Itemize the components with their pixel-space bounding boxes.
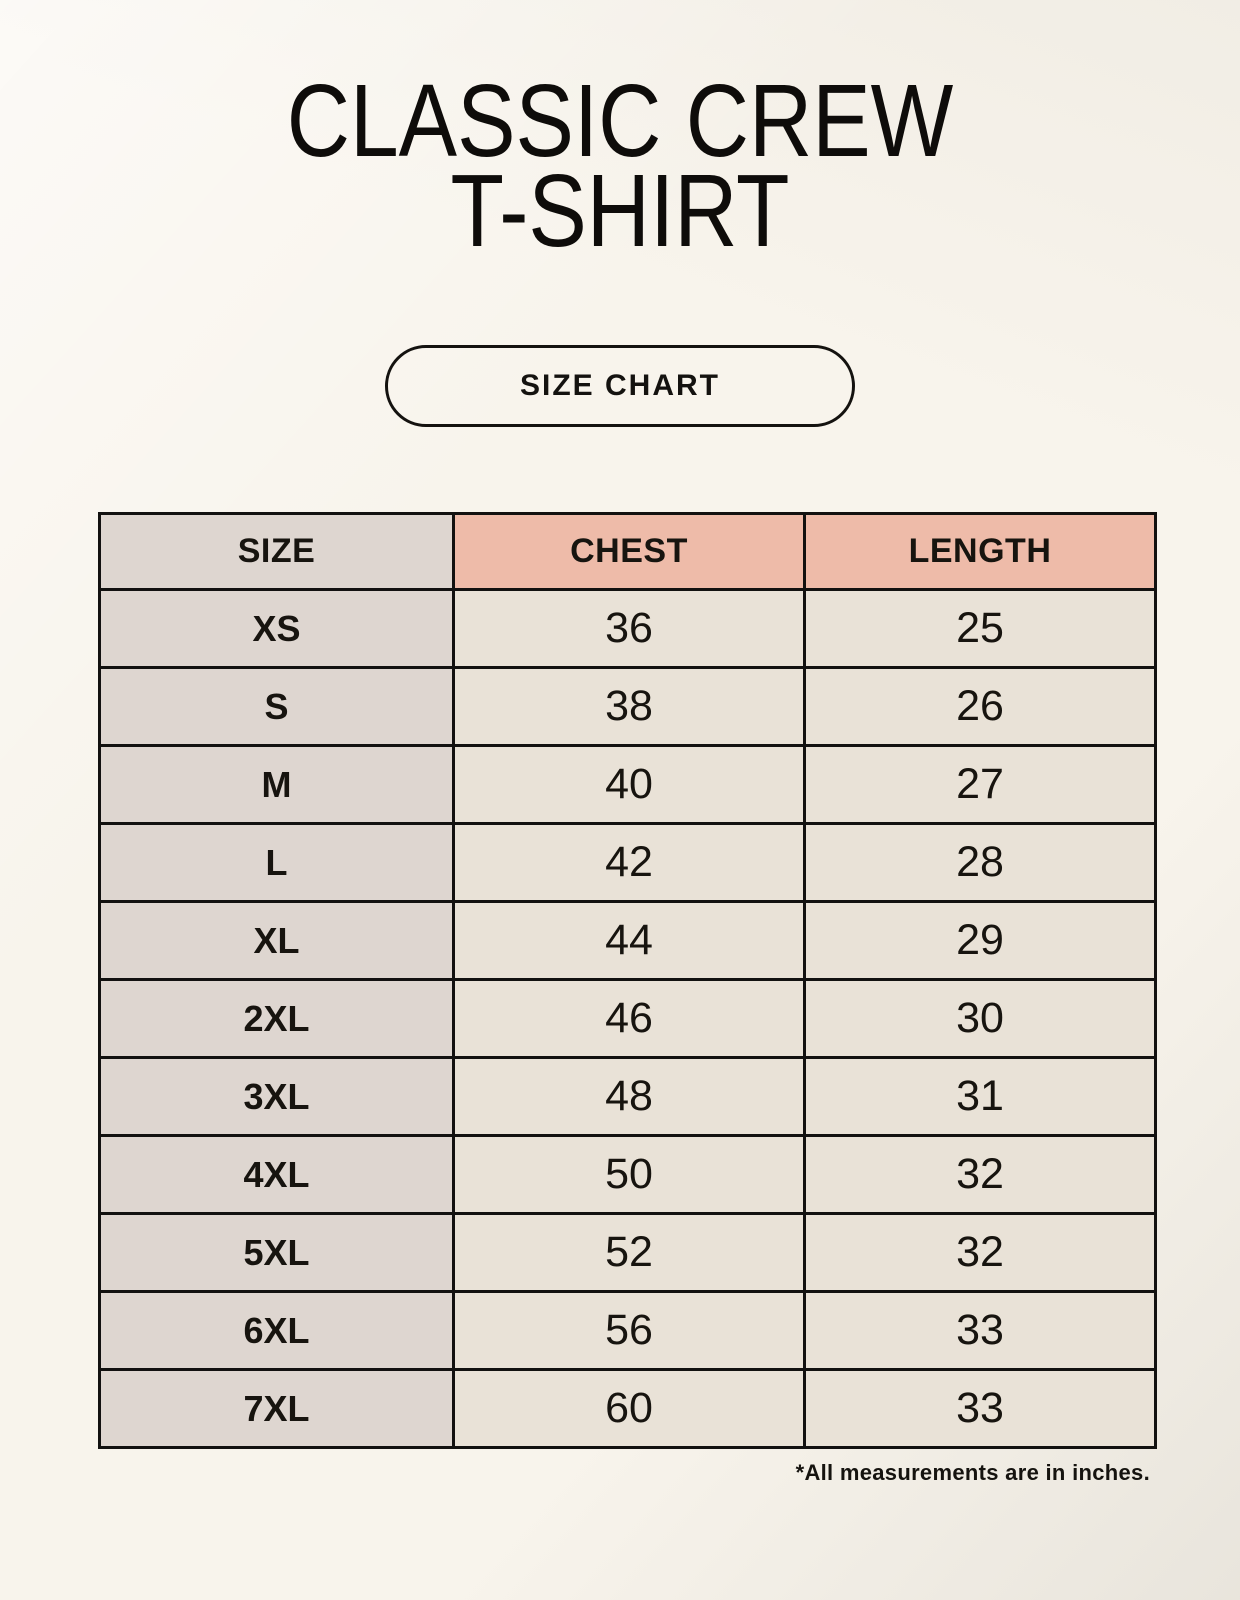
table-row: 5XL 52 32 — [98, 1212, 1157, 1293]
column-header-size: SIZE — [98, 512, 455, 591]
size-cell: XL — [98, 900, 455, 981]
length-cell: 28 — [803, 822, 1157, 903]
page-title: CLASSIC CREW T-SHIRT — [93, 0, 1147, 268]
chest-cell: 40 — [452, 744, 806, 825]
table-row: 7XL 60 33 — [98, 1368, 1157, 1449]
table-row: M 40 27 — [98, 744, 1157, 825]
size-cell: M — [98, 744, 455, 825]
column-header-length: LENGTH — [803, 512, 1157, 591]
measurements-footnote: *All measurements are in inches. — [795, 1460, 1150, 1485]
size-cell: 6XL — [98, 1290, 455, 1371]
length-cell: 32 — [803, 1134, 1157, 1215]
length-cell: 30 — [803, 978, 1157, 1059]
length-cell: 33 — [803, 1368, 1157, 1449]
table-header-row: SIZE CHEST LENGTH — [98, 512, 1157, 591]
table-row: 4XL 50 32 — [98, 1134, 1157, 1215]
chest-cell: 60 — [452, 1368, 806, 1449]
table-row: 3XL 48 31 — [98, 1056, 1157, 1137]
table-row: L 42 28 — [98, 822, 1157, 903]
size-cell: S — [98, 666, 455, 747]
chest-cell: 46 — [452, 978, 806, 1059]
chest-cell: 48 — [452, 1056, 806, 1137]
size-cell: 2XL — [98, 978, 455, 1059]
chest-cell: 52 — [452, 1212, 806, 1293]
chest-cell: 38 — [452, 666, 806, 747]
size-cell: 5XL — [98, 1212, 455, 1293]
size-cell: XS — [98, 588, 455, 669]
size-table-body: XS 36 25 S 38 26 M 40 27 L 42 28 XL 44 29 2XL 46 30 3XL 48 3… — [98, 588, 1157, 1449]
title-line-2: T-SHIRT — [450, 152, 790, 268]
column-header-chest: CHEST — [452, 512, 806, 591]
size-chart-table: SIZE CHEST LENGTH XS 36 25 S 38 26 M 40 27 L 42 28 X… — [98, 512, 1157, 1449]
table-row: S 38 26 — [98, 666, 1157, 747]
chest-cell: 44 — [452, 900, 806, 981]
length-cell: 33 — [803, 1290, 1157, 1371]
size-cell: 7XL — [98, 1368, 455, 1449]
chest-cell: 42 — [452, 822, 806, 903]
title-line-1: CLASSIC CREW — [286, 63, 954, 178]
size-chart-badge-label: SIZE CHART — [520, 369, 720, 403]
length-cell: 29 — [803, 900, 1157, 981]
length-cell: 32 — [803, 1212, 1157, 1293]
size-cell: L — [98, 822, 455, 903]
table-row: 6XL 56 33 — [98, 1290, 1157, 1371]
size-cell: 4XL — [98, 1134, 455, 1215]
chest-cell: 56 — [452, 1290, 806, 1371]
length-cell: 25 — [803, 588, 1157, 669]
length-cell: 26 — [803, 666, 1157, 747]
chest-cell: 50 — [452, 1134, 806, 1215]
table-row: XL 44 29 — [98, 900, 1157, 981]
size-cell: 3XL — [98, 1056, 455, 1137]
table-row: 2XL 46 30 — [98, 978, 1157, 1059]
size-chart-badge: SIZE CHART — [385, 345, 855, 428]
length-cell: 27 — [803, 744, 1157, 825]
length-cell: 31 — [803, 1056, 1157, 1137]
chest-cell: 36 — [452, 588, 806, 669]
table-row: XS 36 25 — [98, 588, 1157, 669]
